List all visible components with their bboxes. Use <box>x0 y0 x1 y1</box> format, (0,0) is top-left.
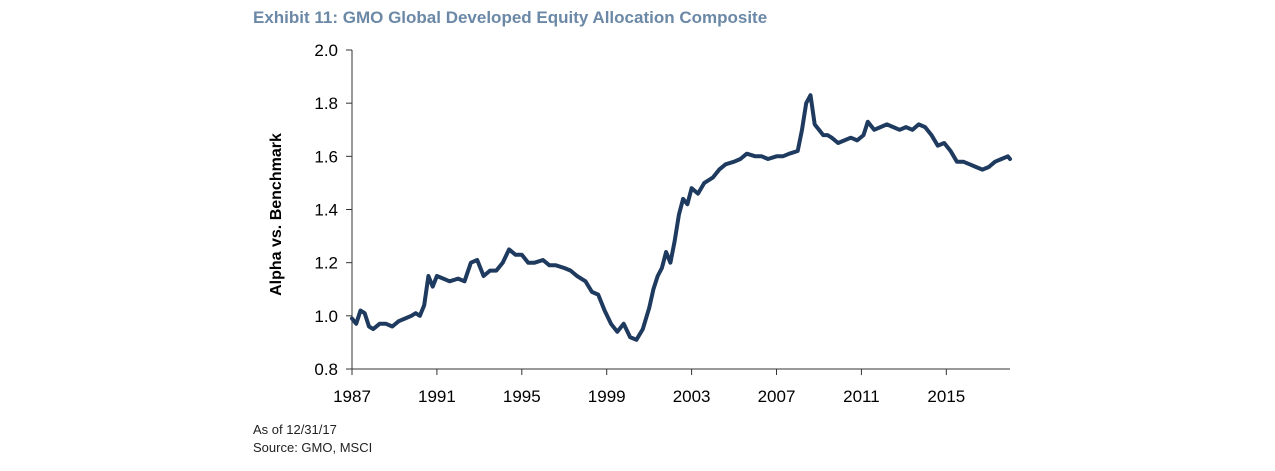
chart-notes: As of 12/31/17 Source: GMO, MSCI <box>253 421 372 457</box>
as-of-note: As of 12/31/17 <box>253 422 337 437</box>
y-tick-label: 1.4 <box>314 201 338 220</box>
series-line <box>350 93 1012 342</box>
x-tick-label: 1995 <box>503 387 541 406</box>
y-tick-label: 2.0 <box>314 41 338 60</box>
x-tick-label: 2007 <box>758 387 796 406</box>
y-tick-label: 1.6 <box>314 147 338 166</box>
y-axis-ticks: 0.8 1.0 1.2 1.4 1.6 1.8 2.0 <box>314 41 352 379</box>
y-tick-label: 0.8 <box>314 360 338 379</box>
y-tick-label: 1.0 <box>314 307 338 326</box>
x-axis-ticks: 1987 1991 1995 1999 2003 2007 2011 2015 <box>333 369 965 406</box>
source-note: Source: GMO, MSCI <box>253 440 373 455</box>
x-tick-label: 1991 <box>418 387 456 406</box>
x-tick-label: 2003 <box>673 387 711 406</box>
chart-title: Exhibit 11: GMO Global Developed Equity … <box>253 8 768 27</box>
y-tick-label: 1.8 <box>314 94 338 113</box>
y-axis-label: Alpha vs. Benchmark <box>268 133 285 296</box>
y-tick-label: 1.2 <box>314 254 338 273</box>
x-tick-label: 2015 <box>927 387 965 406</box>
x-tick-label: 2011 <box>843 387 880 406</box>
x-tick-label: 1987 <box>333 387 371 406</box>
x-tick-label: 1999 <box>588 387 626 406</box>
